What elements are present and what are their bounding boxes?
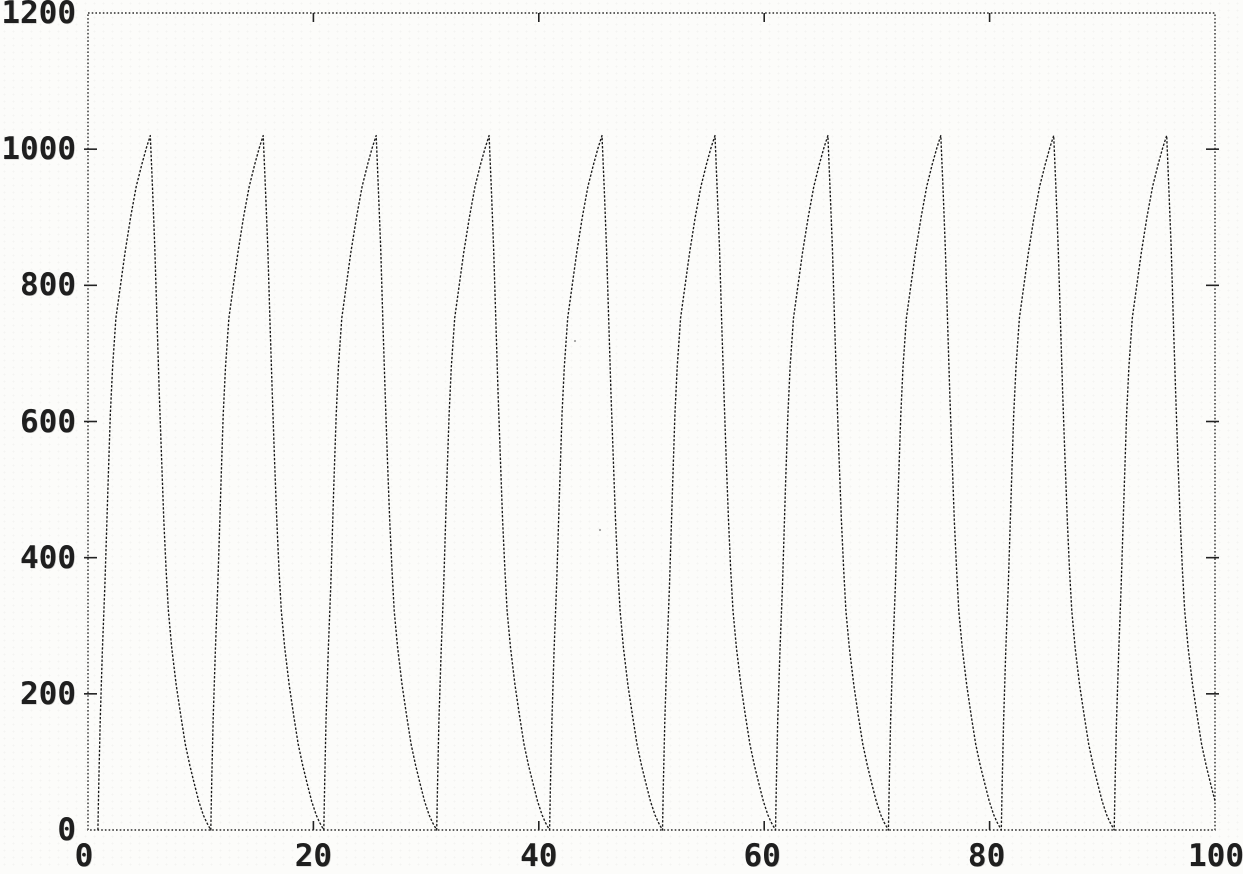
- y-tick-label-800: 800: [20, 267, 76, 304]
- x-tick-label-60: 60: [743, 838, 781, 874]
- plot-frame: [87, 12, 1216, 831]
- oscillation-curve: [97, 134, 1216, 831]
- scan-specks: [573, 339, 602, 532]
- x-tick-label-20: 20: [294, 838, 333, 874]
- x-tick-label-80: 80: [967, 838, 1006, 874]
- y-tick-label-1200: 1200: [1, 0, 76, 31]
- y-tick-label-200: 200: [20, 675, 76, 712]
- scan-speck: [598, 528, 602, 532]
- axis-tick-marks: [84, 13, 1219, 830]
- x-tick-label-40: 40: [520, 838, 558, 874]
- y-tick-label-1000: 1000: [1, 131, 76, 168]
- x-tick-label-0: 0: [74, 838, 94, 874]
- y-tick-label-0: 0: [57, 812, 76, 848]
- scan-speck: [573, 339, 577, 343]
- x-tick-label-100: 100: [1188, 838, 1243, 874]
- y-tick-label-400: 400: [20, 539, 76, 576]
- y-tick-label-600: 600: [20, 403, 76, 440]
